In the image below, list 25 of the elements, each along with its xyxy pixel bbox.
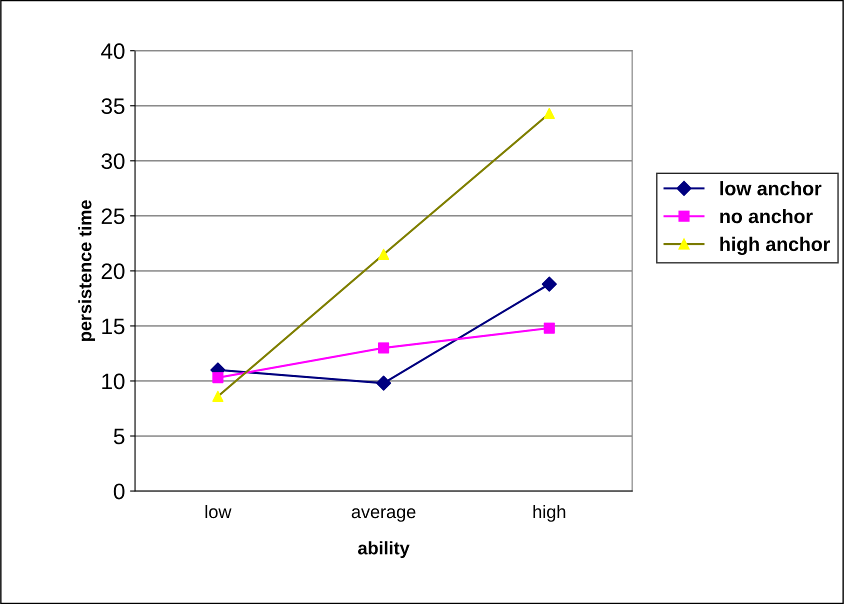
- y-tick-label: 30: [101, 153, 124, 170]
- x-tick-label: high: [533, 504, 566, 522]
- y-axis-title: persistence time: [78, 200, 96, 341]
- x-tick-label: average: [352, 508, 416, 522]
- legend-label: high anchor: [720, 236, 830, 256]
- point: [378, 342, 390, 354]
- point: [378, 248, 390, 260]
- point: [212, 390, 224, 402]
- x-tick-label: low: [206, 504, 232, 518]
- point: [542, 276, 557, 292]
- legend-label: low anchor: [720, 181, 822, 196]
- point: [544, 322, 555, 334]
- y-tick-label: 0: [114, 484, 124, 500]
- y-tick-label: 10: [102, 374, 124, 390]
- y-tick-label: 15: [102, 318, 124, 334]
- y-tick-label: 25: [102, 208, 124, 224]
- y-tick-label: 40: [101, 43, 124, 60]
- point: [376, 376, 392, 391]
- y-tick-label: 35: [101, 98, 124, 114]
- legend-label: no anchor: [720, 208, 813, 224]
- x-axis-title: ability: [358, 541, 410, 558]
- y-tick-label: 20: [102, 263, 124, 280]
- point: [544, 108, 555, 120]
- point: [212, 372, 224, 384]
- y-tick-label: 5: [114, 428, 124, 444]
